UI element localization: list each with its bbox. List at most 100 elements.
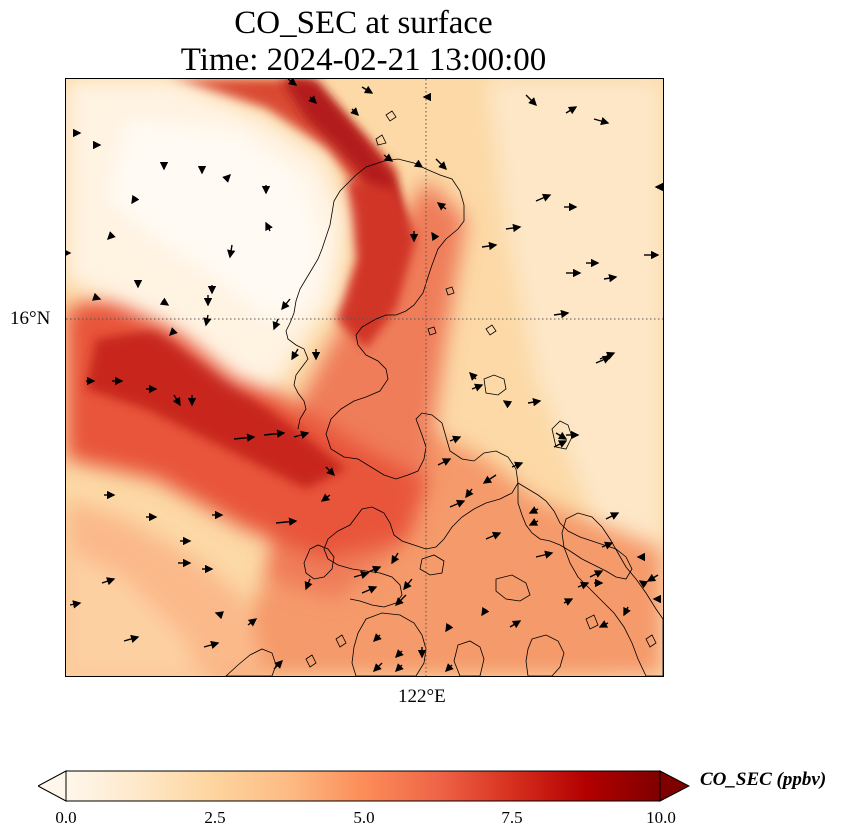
wind-arrow xyxy=(481,606,490,617)
wind-arrow xyxy=(222,174,231,183)
wind-arrow xyxy=(528,506,539,514)
colorbar-tick: 0.0 xyxy=(55,808,77,827)
wind-arrow xyxy=(553,440,568,448)
wind-arrow xyxy=(361,85,374,94)
wind-arrow xyxy=(465,488,474,499)
map-title-line1: CO_SEC at surface xyxy=(234,5,493,41)
wind-arrow xyxy=(169,327,178,336)
wind-arrow xyxy=(528,518,539,526)
field-west-dark-band xyxy=(86,329,346,489)
wind-arrow xyxy=(304,578,313,591)
colorbar-gradient xyxy=(66,771,660,801)
wind-arrow xyxy=(638,580,649,589)
colorbar-tick: 7.5 xyxy=(501,808,523,827)
wind-arrow xyxy=(373,662,383,672)
wind-arrow xyxy=(603,274,618,283)
field-southwest-pale xyxy=(66,549,196,676)
wind-arrow xyxy=(123,634,140,643)
colorbar-extend-high xyxy=(659,770,690,802)
colorbar-tick: 2.5 xyxy=(204,808,226,827)
wind-arrow xyxy=(365,565,382,574)
leyte-coast xyxy=(525,634,565,676)
wind-arrow xyxy=(565,106,578,115)
wind-arrow xyxy=(553,309,570,319)
wind-arrow xyxy=(101,577,116,586)
wind-arrow xyxy=(437,458,452,466)
wind-arrow xyxy=(431,231,440,242)
wind-arrow xyxy=(308,95,317,104)
wind-arrow xyxy=(69,600,82,609)
lat-tick-label: 16°N xyxy=(10,308,51,329)
wind-arrow xyxy=(92,292,102,301)
wind-arrow xyxy=(233,433,256,442)
colorbar-tick: 5.0 xyxy=(353,808,375,827)
wind-arrow xyxy=(449,435,462,444)
wind-arrow xyxy=(471,383,484,392)
polillo-island xyxy=(483,374,507,396)
wind-arrow xyxy=(320,493,331,502)
wind-arrow xyxy=(272,318,281,331)
wind-arrow xyxy=(435,158,447,170)
palawan-tip xyxy=(225,648,277,676)
wind-arrow xyxy=(535,193,552,202)
wind-arrow xyxy=(502,400,513,409)
wind-vectors xyxy=(66,79,663,672)
map-title-line2: Time: 2024-02-21 13:00:00 xyxy=(180,42,547,78)
wind-arrow xyxy=(395,594,407,606)
field-east-light xyxy=(486,79,663,676)
wind-arrow xyxy=(395,663,404,672)
wind-arrow xyxy=(373,633,382,642)
bicol-peninsula xyxy=(517,482,633,580)
wind-arrow xyxy=(131,194,140,205)
wind-arrow xyxy=(535,550,554,559)
wind-arrow xyxy=(413,159,424,168)
wind-arrow xyxy=(172,394,181,407)
wind-arrow xyxy=(593,117,610,126)
wind-arrow xyxy=(445,622,454,633)
colorbar xyxy=(38,770,690,802)
wind-arrow xyxy=(214,611,224,620)
colorbar-label: CO_SEC (ppbv) xyxy=(700,769,827,790)
wind-arrow xyxy=(525,94,537,106)
wind-arrow xyxy=(287,79,298,86)
wind-arrow xyxy=(555,431,568,440)
wind-arrow xyxy=(247,618,258,627)
luzon-coastline xyxy=(323,158,519,608)
field-coast-red xyxy=(336,179,416,349)
field-south-orange xyxy=(206,429,663,676)
cebu-coast xyxy=(453,640,485,676)
wind-arrow xyxy=(509,620,522,629)
wind-arrow xyxy=(383,153,394,162)
panay-coast xyxy=(351,612,427,676)
marinduque-coast xyxy=(419,554,445,576)
wind-arrow xyxy=(350,107,359,116)
wind-arrow xyxy=(436,202,447,211)
wind-arrow xyxy=(281,298,291,311)
wind-arrow xyxy=(563,598,574,606)
wind-arrow xyxy=(482,474,497,484)
wind-arrow xyxy=(623,606,631,617)
wind-arrow xyxy=(445,663,454,672)
wind-arrow xyxy=(275,517,298,526)
wind-arrow xyxy=(646,573,659,582)
wind-arrow xyxy=(159,297,170,306)
wind-arrow xyxy=(601,541,614,550)
masbate-coast xyxy=(495,574,531,602)
coastline-group xyxy=(225,110,663,676)
lon-tick-label: 122°E xyxy=(398,686,446,707)
wind-arrow xyxy=(353,570,370,579)
luzon-west-coast xyxy=(285,166,367,430)
wind-arrow xyxy=(485,531,502,540)
wind-arrow xyxy=(203,314,212,327)
samar-coast xyxy=(561,512,663,676)
wind-arrow xyxy=(361,585,378,594)
wind-arrow xyxy=(273,660,283,670)
map-panel xyxy=(65,78,664,677)
wind-arrow xyxy=(403,578,413,591)
wind-arrow xyxy=(391,552,400,565)
colorbar-tick: 10.0 xyxy=(646,808,676,827)
wind-arrow xyxy=(469,372,478,381)
wind-arrow xyxy=(598,620,609,628)
wind-arrow xyxy=(263,429,286,438)
wind-arrow xyxy=(577,581,590,590)
